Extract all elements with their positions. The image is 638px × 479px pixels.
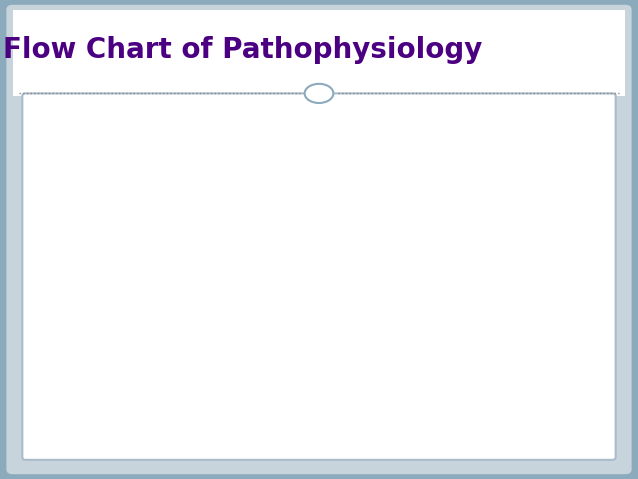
Text: Pathophysiology: Pathophysiology (49, 108, 174, 122)
FancyBboxPatch shape (64, 210, 137, 244)
Text: The movement of
water and and
electrolytes into the
gut cavity: The movement of water and and electrolyt… (162, 317, 267, 362)
Text: Food
Factors: Food Factors (334, 216, 371, 238)
Text: Entry and
growth in the
intestine: Entry and growth in the intestine (66, 263, 135, 296)
FancyBboxPatch shape (64, 261, 137, 298)
Text: Osmotic Pressure
Rises: Osmotic Pressure Rises (167, 269, 258, 290)
FancyBboxPatch shape (225, 392, 299, 418)
Text: Psychologic
al Factors: Psychologic al Factors (436, 216, 498, 238)
Text: Infection
factors: Infection factors (78, 216, 123, 238)
FancyBboxPatch shape (290, 322, 457, 356)
FancyBboxPatch shape (55, 317, 146, 354)
Text: Anxiety: Anxiety (450, 276, 490, 286)
FancyBboxPatch shape (316, 210, 389, 244)
FancyBboxPatch shape (301, 266, 410, 297)
FancyBboxPatch shape (167, 317, 263, 362)
Text: Hyperecretion of
water and
electrolytes: Hyperecretion of water and electrolytes (57, 319, 144, 352)
Text: Hyper-peristaltic decrease the chance
intestines to absorb food: Hyper-peristaltic decrease the chance in… (274, 328, 473, 350)
Text: Flow Chart of Pathophysiology: Flow Chart of Pathophysiology (3, 36, 482, 64)
Text: The toxin can not be
abscebed: The toxin can not be abscebed (302, 270, 409, 292)
Ellipse shape (484, 107, 535, 130)
FancyBboxPatch shape (442, 268, 498, 295)
Text: Malabsorption Factors
carbohydrates, proteins,
fats: Malabsorption Factors carbohydrates, pro… (156, 210, 285, 243)
FancyBboxPatch shape (431, 210, 504, 244)
Wedge shape (442, 131, 566, 188)
Text: Diarrhea: Diarrhea (239, 400, 285, 410)
Ellipse shape (486, 114, 534, 154)
FancyBboxPatch shape (167, 206, 275, 248)
FancyBboxPatch shape (167, 264, 257, 295)
